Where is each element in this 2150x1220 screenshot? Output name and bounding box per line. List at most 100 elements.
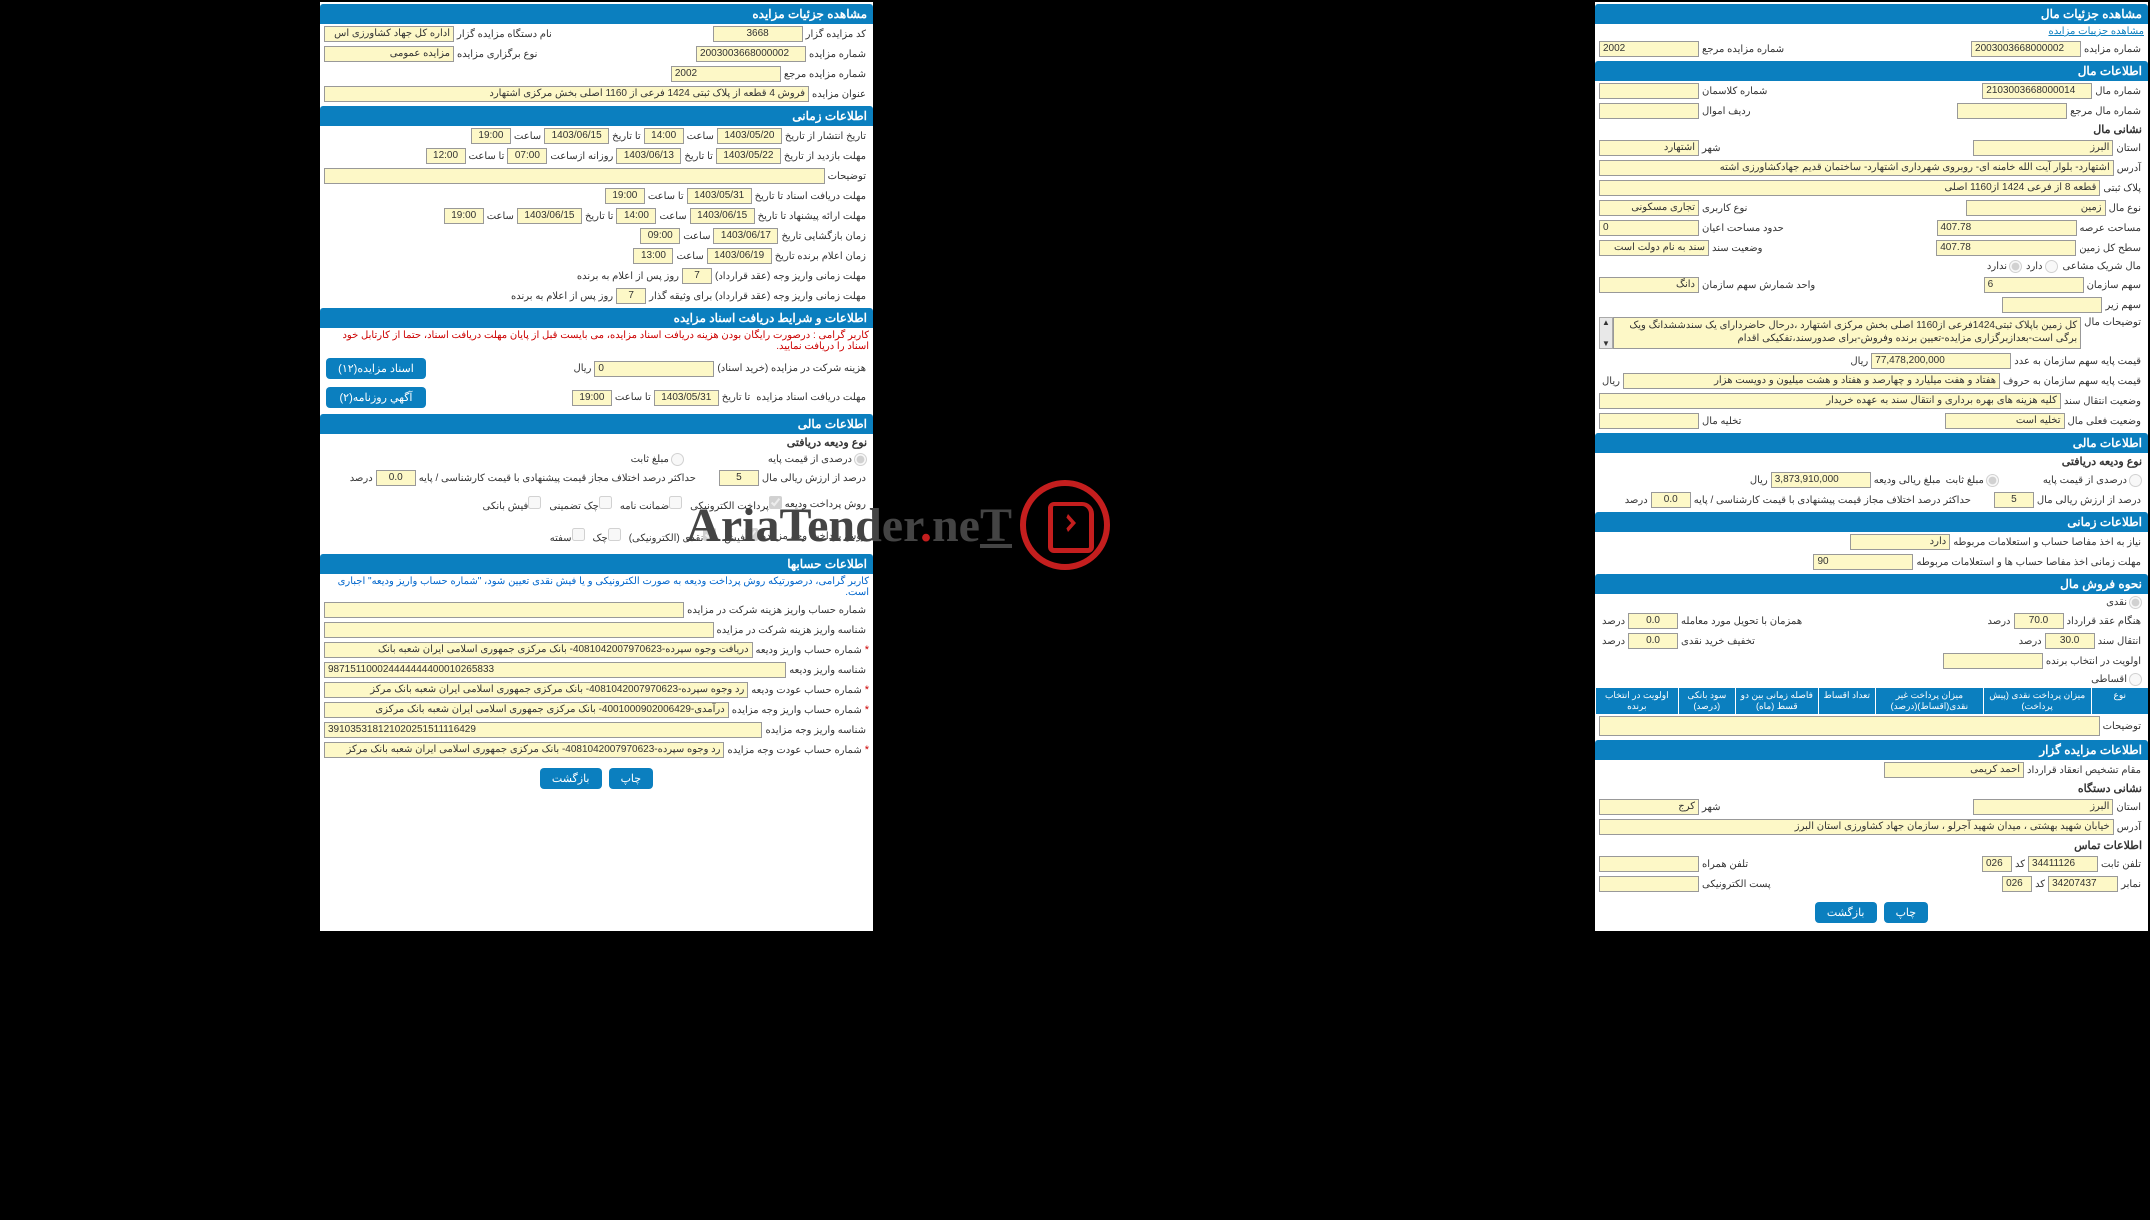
opt-no[interactable]: ندارد xyxy=(1985,260,2024,273)
pay-chk[interactable]: چک xyxy=(593,528,621,544)
pay-method-label: روش پرداخت ودیعه xyxy=(782,499,869,510)
print-button-left[interactable]: چاپ xyxy=(1884,902,1929,923)
docs-button[interactable]: اسناد مزایده(١٢) xyxy=(326,358,426,379)
fax-value: 34207437 xyxy=(2048,876,2118,892)
row-value xyxy=(1599,103,1699,119)
opt-fixed-right[interactable]: مبلغ ثابت xyxy=(629,453,686,466)
rial-amount-value: 3,873,910,000 xyxy=(1771,472,1871,488)
max-diff-label-r: حداکثر درصد اختلاف مجاز قیمت پیشنهادی با… xyxy=(416,473,699,484)
use-type-label: نوع کاربری xyxy=(1699,203,1750,214)
auction-no-value: 2003003668000002 xyxy=(1971,41,2081,57)
clearance-value: دارد xyxy=(1850,534,1950,550)
email-label: پست الکترونیکی xyxy=(1699,879,1774,890)
view-details-link[interactable]: مشاهده جزییات مزایده xyxy=(2048,26,2144,37)
back-button-left[interactable]: بازگشت xyxy=(1815,902,1877,923)
priority-label: اولویت در انتخاب برنده xyxy=(2043,656,2144,667)
notes-value-left xyxy=(1599,716,2100,736)
fax-label: نمابر xyxy=(2118,879,2144,890)
deed-value: 30.0 xyxy=(2045,633,2095,649)
acc3-label: شماره حساب واریز ودیعه xyxy=(753,645,865,656)
pub-label: تاریخ انتشار از تاریخ xyxy=(782,131,869,142)
pay-bank[interactable]: فیش بانکی xyxy=(483,496,542,512)
installment-radio[interactable]: اقساطی xyxy=(2089,673,2144,686)
acc6-value: درآمدی-4001000902006429- بانک مرکزی جمهو… xyxy=(324,702,729,718)
acc8-value: رد وجوه سپرده-4081042007970623- بانک مرک… xyxy=(324,742,724,758)
asset-no-value: 2103003668000014 xyxy=(1982,83,2092,99)
land-floor-label: سطح کل زمین xyxy=(2076,243,2144,254)
acc7-value: 391035318121020251511116429 xyxy=(324,722,762,738)
pay-guarantee[interactable]: ضمانت نامه xyxy=(620,496,682,512)
phone-label: تلفن ثابت xyxy=(2098,859,2144,870)
opt-pct-right[interactable]: درصدی از قیمت پایه xyxy=(766,453,869,466)
org-city-value: کرج xyxy=(1599,799,1699,815)
receive-label: مهلت دریافت اسناد تا تاریخ xyxy=(752,191,869,202)
city-value: اشتهارد xyxy=(1599,140,1699,156)
sub-share-label: سهم زیر xyxy=(2102,300,2144,311)
land-floor-value: 407.78 xyxy=(1936,240,2076,256)
transfer-label: وضعیت انتقال سند xyxy=(2061,396,2144,407)
status-value: سند به نام دولت است xyxy=(1599,240,1709,256)
auction-details-header: مشاهده جزئیات مزایده xyxy=(320,4,873,24)
org-addr-value: خیابان شهید بهشتی ، میدان شهید آجرلو ، س… xyxy=(1599,819,2114,835)
sale-cash-radio[interactable]: نقدی xyxy=(2104,596,2144,609)
area-label: مساحت عرصه xyxy=(2077,223,2144,234)
acc8-label: شماره حساب عودت وجه مزایده xyxy=(724,745,864,756)
asset-info-header: اطلاعات مال xyxy=(1595,61,2148,81)
rial-unit-2: ریال xyxy=(1599,376,1623,387)
building-area-label: حدود مساحت اعیان xyxy=(1699,223,1787,234)
acc6-label: شماره حساب واریز وجه مزایده xyxy=(729,705,865,716)
clearance-time-value: 90 xyxy=(1813,554,1913,570)
org-addr-subheader: نشانی دستگاه xyxy=(1595,780,2148,797)
class-value xyxy=(1599,83,1699,99)
rial-unit: ریال xyxy=(1847,356,1871,367)
opt-yes[interactable]: دارد xyxy=(2024,260,2060,273)
org-code-label: کد مزایده گزار xyxy=(803,29,869,40)
auction-type-label: نوع برگزاری مزایده xyxy=(454,49,540,60)
auction-no-label-r: شماره مزایده xyxy=(806,49,869,60)
pay-check[interactable]: چک تضمینی xyxy=(549,496,612,512)
status-label: وضعیت سند xyxy=(1709,243,1765,254)
asset-type-value: زمین xyxy=(1966,200,2106,216)
contact-subheader: اطلاعات تماس xyxy=(1595,837,2148,854)
deed-label: انتقال سند xyxy=(2095,636,2144,647)
pay-fish[interactable]: فیش xyxy=(724,528,758,544)
news-button[interactable]: آگهي روزنامه(٢) xyxy=(326,387,426,408)
base-price-label: قیمت پایه سهم سازمان به عدد xyxy=(2011,356,2144,367)
print-button-right[interactable]: چاپ xyxy=(609,768,654,789)
desc-value: کل زمین باپلاک ثبتی1424فرعی از1160 اصلی … xyxy=(1613,317,2081,349)
docs-note: کاربر گرامی : درصورت رایگان بودن هزینه د… xyxy=(320,328,873,354)
transfer-value: کلیه هزینه های بهره برداری و انتقال سند … xyxy=(1599,393,2061,409)
visit-label: مهلت بازدید از تاریخ xyxy=(781,151,869,162)
ref-no-value-r: 2002 xyxy=(671,66,781,82)
address-subheader: نشانی مال xyxy=(1595,121,2148,138)
discount-value: 0.0 xyxy=(1628,633,1678,649)
share-value: 6 xyxy=(1984,277,2084,293)
offer-label: مهلت ارائه پیشنهاد تا تاریخ xyxy=(755,211,869,222)
unit-value: دانگ xyxy=(1599,277,1699,293)
pay-elec[interactable]: پرداخت الکترونیکی xyxy=(690,496,782,512)
pay-safte[interactable]: سفته xyxy=(550,528,585,544)
mobile-value xyxy=(1599,856,1699,872)
acc4-value: 987151100024444444400010265833 xyxy=(324,662,786,678)
current-value: تخلیه است xyxy=(1945,413,2065,429)
notes-label-left: توضیحات xyxy=(2100,721,2144,732)
ref-asset-value xyxy=(1957,103,2067,119)
phone-value: 34411126 xyxy=(2028,856,2098,872)
address-label: آدرس xyxy=(2114,163,2144,174)
clearance-time-label: مهلت زمانی اخذ مفاصا حساب ها و استعلامات… xyxy=(1913,557,2144,568)
row-label: ردیف اموال xyxy=(1699,106,1754,117)
org-header: اطلاعات مزایده گزار xyxy=(1595,740,2148,760)
opt-pct-left[interactable]: درصدی از قیمت پایه xyxy=(2041,474,2144,487)
class-label: شماره کلاسمان xyxy=(1699,86,1770,97)
fax-code-label: کد xyxy=(2032,879,2048,890)
plate-label: پلاک ثبتی xyxy=(2100,183,2144,194)
acc5-label: شماره حساب عودت ودیعه xyxy=(748,685,864,696)
desc-scrollbar[interactable]: ▲▼ xyxy=(1599,317,1613,349)
acc3-value: دریافت وجوه سپرده-4081042007970623- بانک… xyxy=(324,642,753,658)
pay-cash[interactable]: نقدی (الکترونیکی) xyxy=(629,528,717,544)
acc1-label: شماره حساب واریز هزینه شرکت در مزایده xyxy=(684,605,869,616)
back-button-right[interactable]: بازگشت xyxy=(540,768,602,789)
ref-no-label: شماره مزایده مرجع xyxy=(1699,44,1787,55)
opt-fixed-left[interactable]: مبلغ ثابت xyxy=(1944,474,2001,487)
max-diff-label-left: حداکثر درصد اختلاف مجاز قیمت پیشنهادی با… xyxy=(1691,495,1974,506)
